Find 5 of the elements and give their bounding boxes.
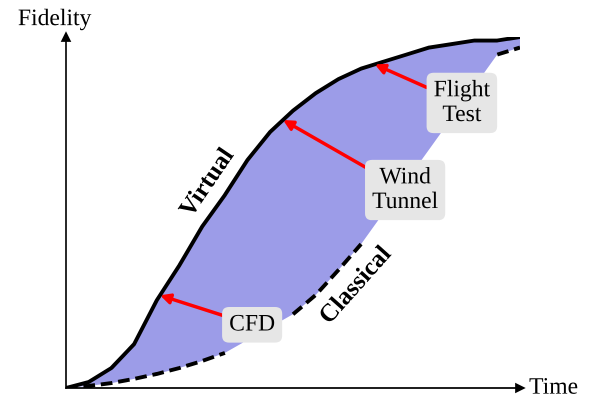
annotation: CFD	[230, 314, 274, 331]
annotation: Wind Tunnel	[372, 166, 438, 208]
x-axis-title: Time	[530, 378, 578, 394]
annotation: Flight Test	[434, 80, 490, 122]
y-axis-title: Fidelity	[18, 8, 92, 30]
